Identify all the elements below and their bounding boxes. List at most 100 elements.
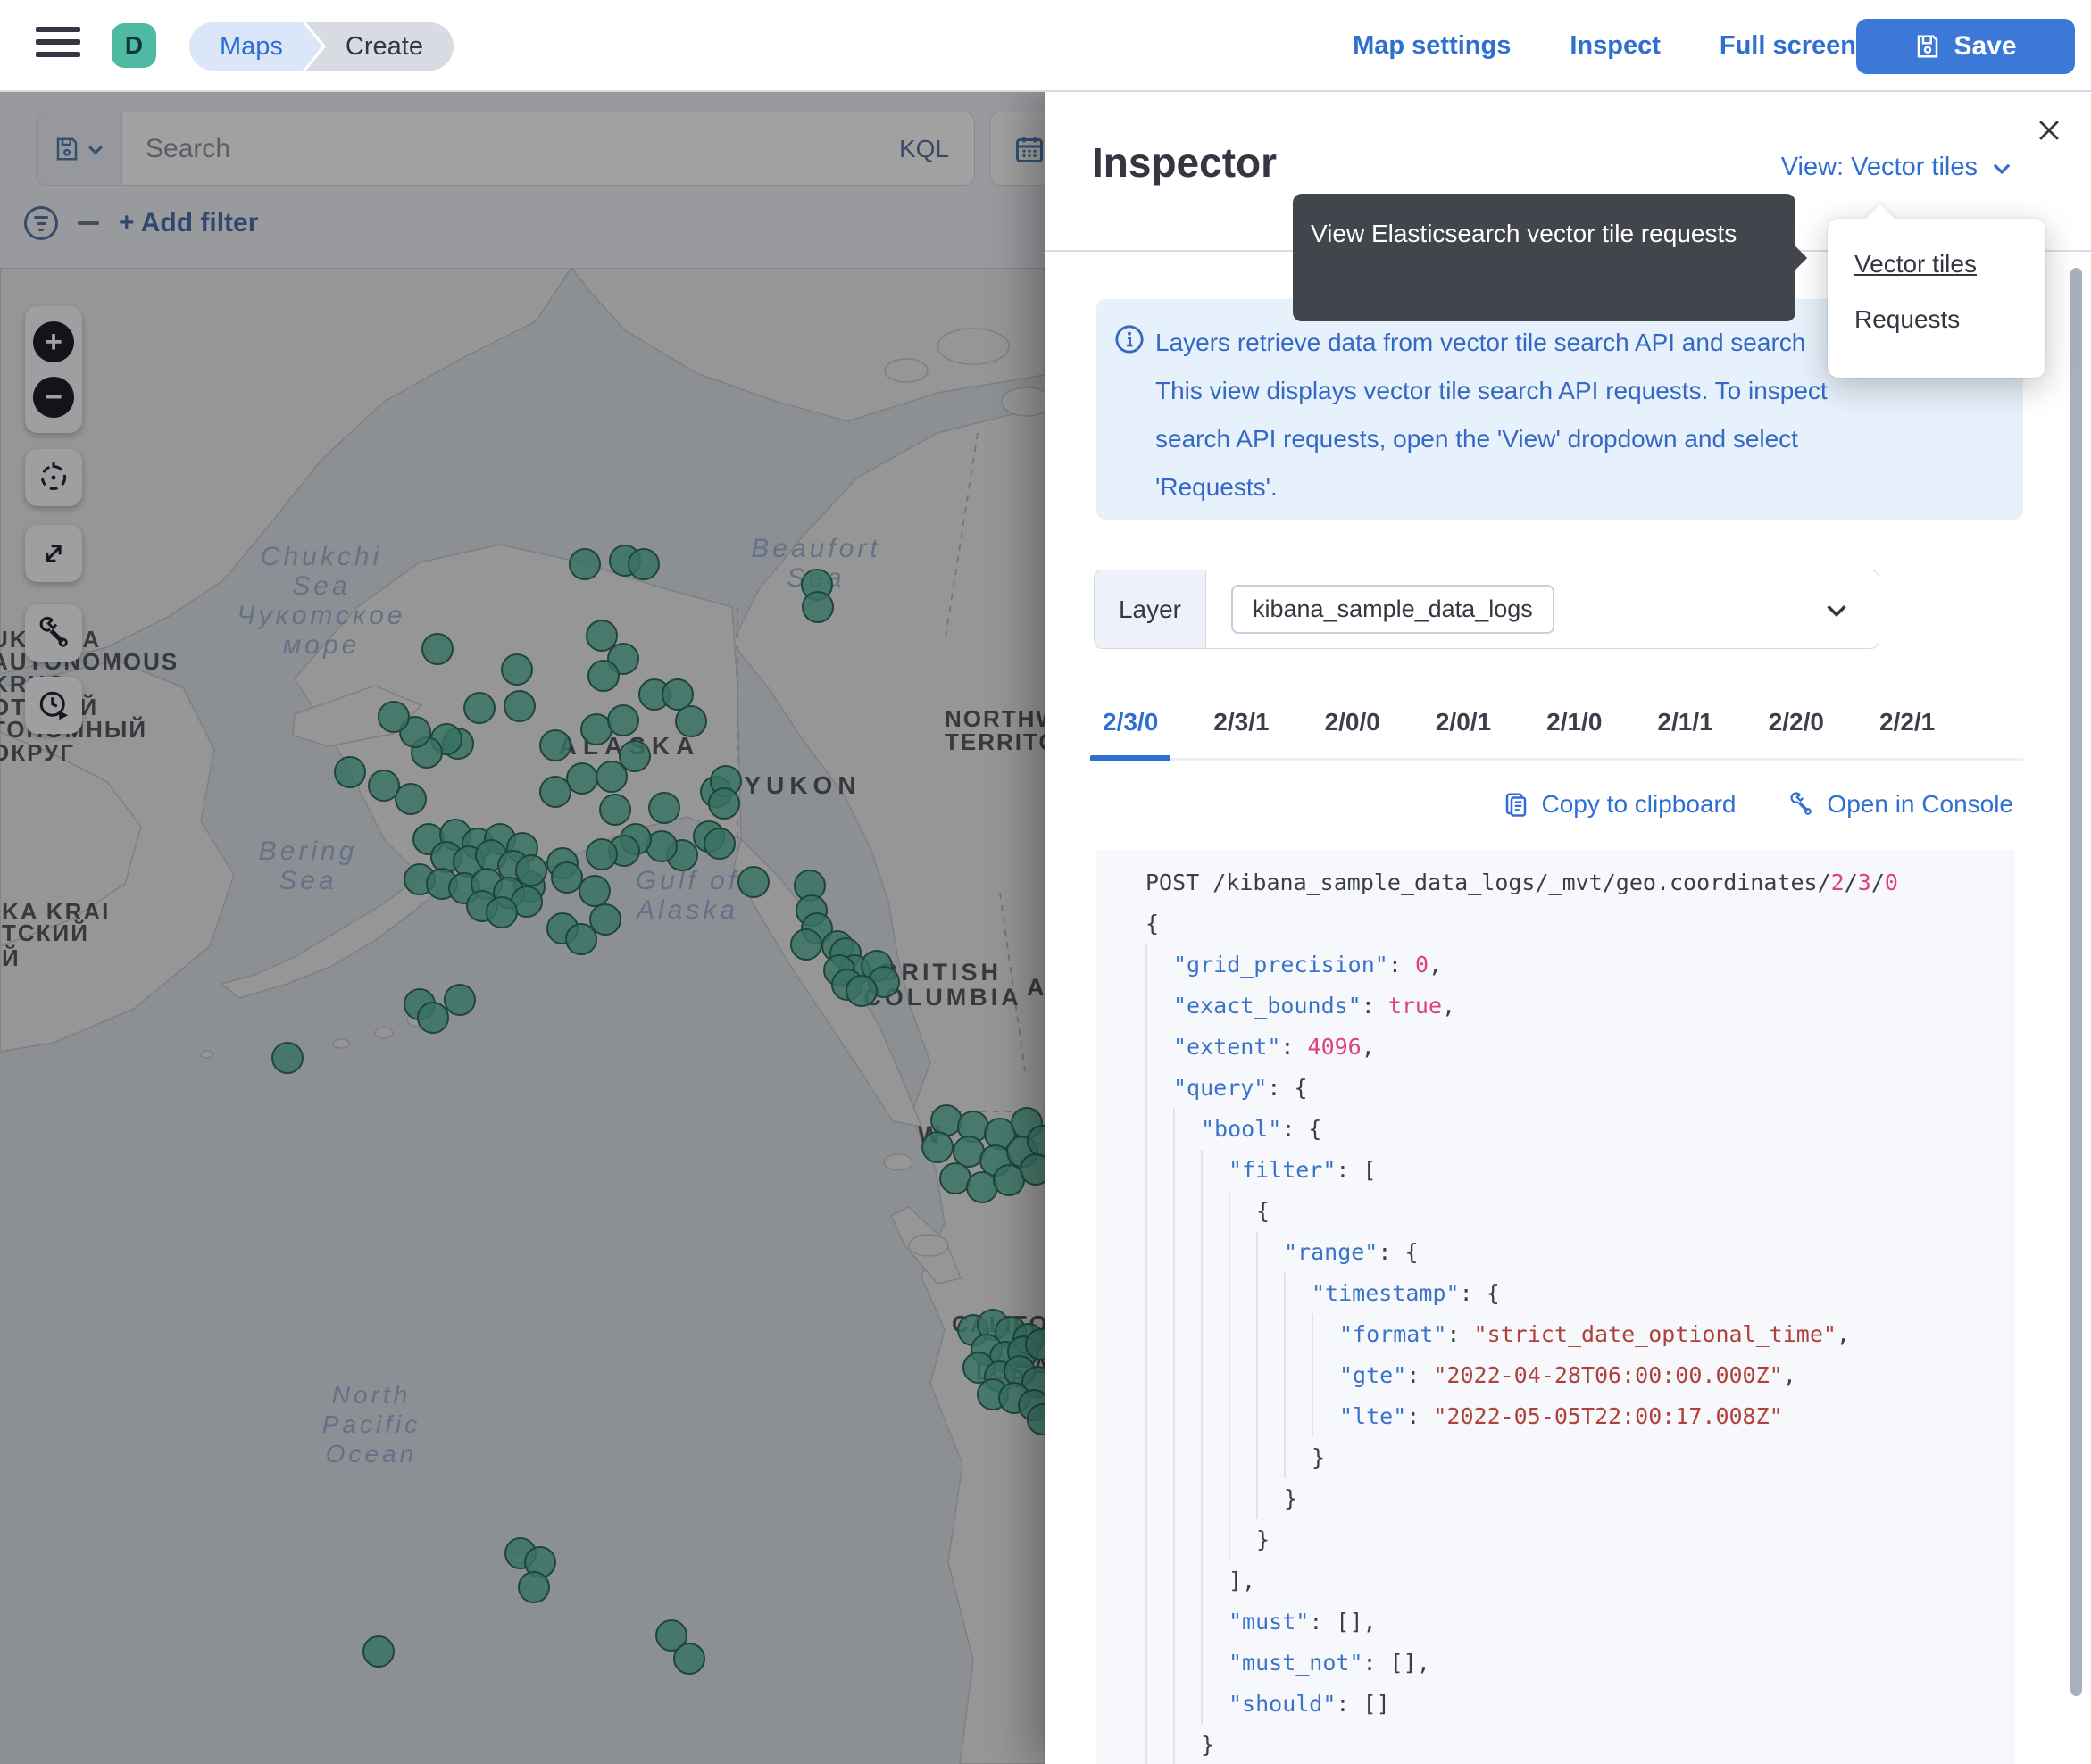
zoom-out-button[interactable]: − — [33, 377, 74, 418]
tile-tab-2-0-1[interactable]: 2/0/1 — [1435, 708, 1492, 736]
tile-tab-2-1-1[interactable]: 2/1/1 — [1657, 708, 1713, 736]
breadcrumb-create[interactable]: Create — [305, 22, 454, 71]
view-selector[interactable]: View: Vector tiles — [1781, 153, 2013, 182]
document-dot — [704, 828, 736, 860]
sea-label: Beaufort — [751, 534, 880, 563]
request-code-block: POST /kibana_sample_data_logs/_mvt/geo.c… — [1096, 850, 2015, 1764]
copy-to-clipboard-button[interactable]: Copy to clipboard — [1503, 790, 1737, 819]
region-label: Й — [2, 944, 21, 971]
popover-item-vector-tiles[interactable]: Vector tiles — [1854, 250, 1977, 278]
filter-bar: + Add filter — [24, 206, 258, 240]
close-button[interactable] — [2029, 110, 2070, 151]
document-dot — [539, 776, 571, 808]
region-label: BRITISH — [880, 959, 1002, 986]
filter-divider — [78, 221, 99, 225]
code-line: "range": { — [1145, 1232, 2015, 1273]
code-line: "timestamp": { — [1145, 1273, 2015, 1314]
clipboard-icon — [1505, 793, 1526, 817]
callout-line: This view displays vector tile search AP… — [1155, 377, 1828, 404]
code-line: "gte": "2022-04-28T06:00:00.000Z", — [1145, 1355, 2015, 1396]
copy-label: Copy to clipboard — [1541, 790, 1737, 818]
tools-button[interactable] — [25, 604, 82, 662]
add-filter-link[interactable]: + Add filter — [119, 208, 259, 237]
popover-item-requests[interactable]: Requests — [1854, 305, 1961, 333]
saved-query-menu[interactable] — [37, 112, 122, 185]
query-language-badge[interactable]: KQL — [898, 134, 949, 162]
code-line: { — [1145, 1191, 2015, 1232]
scrollbar-thumb[interactable] — [2070, 268, 2082, 1696]
document-dot — [675, 705, 707, 737]
sea-label: North — [332, 1381, 411, 1409]
tile-tab-2-1-0[interactable]: 2/1/0 — [1546, 708, 1603, 736]
breadcrumb-maps[interactable]: Maps — [189, 22, 322, 71]
document-dot — [378, 701, 410, 733]
timeslider-button[interactable] — [25, 677, 82, 734]
full-extent-button[interactable] — [25, 525, 82, 582]
tile-tab-2-0-0[interactable]: 2/0/0 — [1324, 708, 1380, 736]
document-dot — [444, 984, 476, 1016]
document-dot — [589, 903, 621, 936]
code-line: "must": [], — [1145, 1602, 2015, 1643]
tile-tab-2-2-0[interactable]: 2/2/0 — [1768, 708, 1824, 736]
avatar[interactable]: D — [112, 23, 156, 68]
document-dot — [334, 756, 366, 788]
document-dot — [586, 838, 618, 870]
search-bar[interactable]: Search KQL — [36, 112, 975, 186]
info-icon — [1115, 325, 1144, 354]
code-line: "filter": [ — [1145, 1150, 2015, 1191]
header-nav-link-1[interactable]: Inspect — [1570, 31, 1661, 60]
document-dot — [596, 761, 628, 793]
sea-label: море — [283, 630, 361, 660]
callout-line: Layers retrieve data from vector tile se… — [1155, 329, 1806, 356]
tile-tab-2-2-1[interactable]: 2/2/1 — [1879, 708, 1936, 736]
document-dot — [648, 792, 680, 824]
breadcrumb: Maps Create — [189, 22, 454, 71]
code-line: "must_not": [], — [1145, 1643, 2015, 1684]
header-nav-link-0[interactable]: Map settings — [1353, 31, 1512, 60]
clock-play-icon — [39, 691, 69, 720]
region-label: KA KRAI — [2, 898, 110, 925]
chevron-down-icon — [87, 145, 103, 154]
menu-icon[interactable] — [36, 27, 80, 66]
map-canvas[interactable]: ChukchiSeaЧукотскоемореBeaufortSeaBering… — [0, 267, 1045, 1764]
fit-to-data-button[interactable] — [25, 449, 82, 506]
filter-icon[interactable] — [24, 206, 58, 240]
layer-value[interactable]: kibana_sample_data_logs — [1231, 585, 1554, 634]
code-line: } — [1145, 1519, 2015, 1560]
save-button[interactable]: Save — [1856, 19, 2075, 74]
code-line: { — [1145, 911, 1160, 936]
code-line: "should": [] — [1145, 1684, 2015, 1725]
map-workspace: Search KQL + Add filter — [0, 92, 1045, 1764]
header-nav-link-2[interactable]: Full screen — [1719, 31, 1856, 60]
sea-label: Pacific — [322, 1410, 421, 1438]
code-line: "format": "strict_date_optional_time", — [1145, 1314, 2015, 1355]
document-dot — [673, 1643, 705, 1675]
sea-label: Ocean — [326, 1440, 418, 1468]
code-line: } — [1145, 1725, 2015, 1764]
document-dot — [518, 1571, 550, 1603]
open-in-console-button[interactable]: Open in Console — [1787, 790, 2013, 819]
search-input[interactable]: Search — [146, 133, 231, 163]
chevron-down-icon — [1827, 604, 1846, 617]
wrench-icon — [39, 616, 68, 647]
document-dots-layer — [271, 545, 1045, 1675]
date-picker-button[interactable] — [989, 112, 1045, 186]
tile-tab-2-3-0[interactable]: 2/3/0 — [1090, 695, 1171, 761]
region-label: ТСКИЙ — [2, 919, 89, 946]
console-wrench-icon — [1790, 792, 1812, 815]
document-dot — [368, 770, 400, 802]
request-actions: Copy to clipboard Open in Console — [1503, 790, 2013, 819]
tile-tab-2-3-1[interactable]: 2/3/1 — [1213, 708, 1270, 736]
flyout-backdrop[interactable] — [0, 92, 1045, 1764]
layer-selector[interactable]: Layer kibana_sample_data_logs — [1094, 570, 1879, 649]
zoom-control: + − — [25, 306, 82, 433]
document-dot — [737, 866, 770, 898]
code-line: "grid_precision": 0, — [1145, 944, 2015, 986]
layer-label: Layer — [1095, 570, 1206, 648]
calendar-icon — [1016, 137, 1043, 162]
console-label: Open in Console — [1827, 790, 2013, 818]
document-dot — [565, 923, 597, 955]
zoom-in-button[interactable]: + — [33, 321, 74, 362]
document-dot — [802, 591, 834, 623]
